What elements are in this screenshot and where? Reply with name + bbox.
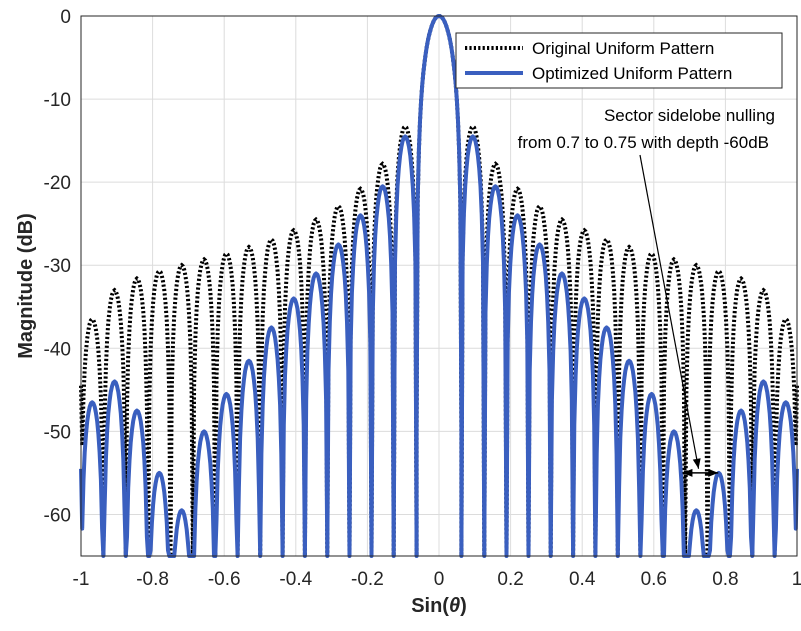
annotation-range-arrowhead-right [708, 468, 719, 477]
y-tick-labels: 0 -10 -20 -30 -40 -50 -60 [44, 7, 71, 526]
x-tick-label: -0.2 [351, 569, 384, 590]
x-tick-label: 0.2 [497, 569, 523, 590]
x-tick-label: -0.4 [279, 569, 312, 590]
x-tick-label: -1 [73, 569, 90, 590]
y-tick-label: -60 [44, 505, 71, 526]
y-tick-label: -40 [44, 339, 71, 360]
x-tick-label: 0.8 [712, 569, 738, 590]
y-tick-label: -50 [44, 422, 71, 443]
plot-border [80, 15, 798, 557]
y-tick-label: -20 [44, 173, 71, 194]
x-tick-labels: -1 -0.8 -0.6 -0.4 -0.2 0 0.2 0.4 0.6 0.8 1 [73, 569, 801, 590]
legend-label-optimized: Optimized Uniform Pattern [532, 64, 732, 83]
x-tick-label: 0 [434, 569, 445, 590]
x-tick-label: 0.6 [641, 569, 667, 590]
y-tick-label: -10 [44, 90, 71, 111]
x-tick-label: -0.8 [136, 569, 169, 590]
legend-label-original: Original Uniform Pattern [532, 39, 714, 58]
annotation-line-1: Sector sidelobe nulling [604, 106, 775, 125]
annotation: Sector sidelobe nulling from 0.7 to 0.75… [518, 106, 775, 477]
x-tick-label: 1 [792, 569, 801, 590]
legend-box [455, 32, 783, 89]
annotation-range-arrowhead-left [682, 468, 693, 477]
x-axis-label: Sin(θ) [411, 595, 467, 617]
y-tick-label: -30 [44, 256, 71, 277]
y-tick-label: 0 [60, 7, 71, 28]
y-axis-label: Magnitude (dB) [15, 213, 37, 359]
annotation-pointer-arrowhead [692, 458, 701, 469]
x-tick-label: 0.4 [569, 569, 596, 590]
legend: Original Uniform Pattern Optimized Unifo… [455, 32, 783, 89]
annotation-pointer-arrow [639, 154, 700, 469]
annotation-line-2: from 0.7 to 0.75 with depth -60dB [518, 133, 769, 152]
x-tick-label: -0.6 [208, 569, 241, 590]
